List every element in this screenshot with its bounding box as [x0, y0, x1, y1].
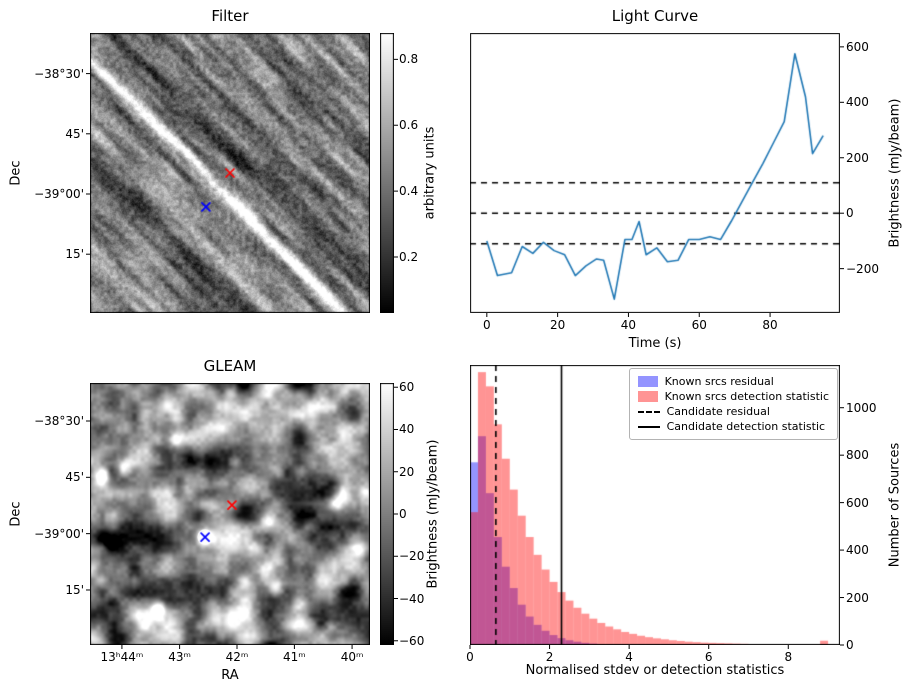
gleam-xlabel: RA [221, 668, 239, 683]
gleam-ytick-label: −38°30' [34, 413, 84, 428]
light-curve-xlabel: Time (s) [628, 336, 682, 351]
histogram-xtick-label: 0 [466, 650, 474, 664]
light-curve-ytick-label: 200 [846, 150, 869, 165]
light-curve-ylabel: Brightness (mJy/beam) [887, 98, 903, 248]
gleam-colorbar-tick-label: −40 [399, 591, 425, 606]
legend-label-known-residual: Known srcs residual [664, 375, 774, 388]
light-curve-ytick-label: 600 [846, 39, 869, 54]
gleam-colorbar-tick-label: 0 [399, 507, 407, 521]
light-curve-plot [470, 33, 840, 313]
histogram-ytick-label: 800 [846, 448, 869, 463]
legend-label-candidate-residual: Candidate residual [666, 405, 770, 418]
filter-ylabel: Dec [8, 160, 24, 186]
gleam-image [90, 383, 370, 645]
legend-item-candidate-residual: Candidate residual [637, 405, 829, 418]
gleam-colorbar-tick-label: 20 [399, 464, 415, 479]
gleam-xtick-label: 43ᵐ [168, 650, 191, 664]
filter-colorbar-tick-label: 0.8 [399, 52, 419, 67]
legend-item-candidate-detection: Candidate detection statistic [637, 420, 829, 433]
histogram-xtick-label: 2 [545, 650, 554, 664]
filter-ytick-label: −38°30' [34, 66, 84, 81]
legend-label-known-detection: Known srcs detection statistic [664, 390, 829, 403]
legend-item-known-detection: Known srcs detection statistic [637, 390, 829, 403]
gleam-colorbar-tick-label: 40 [399, 422, 415, 437]
solid-line-swatch [637, 425, 660, 428]
histogram-ytick-label: 200 [846, 590, 869, 605]
gleam-xtick-label: 41ᵐ [283, 650, 306, 664]
light-curve-xtick-label: 80 [762, 318, 778, 332]
light-curve-ytick-label: 0 [846, 206, 854, 221]
gleam-colorbar-tick-label: 60 [399, 380, 415, 395]
histogram-ytick-label: 0 [846, 638, 854, 652]
histogram-ylabel: Number of Sources [887, 442, 903, 568]
histogram-ytick-label: 600 [846, 495, 869, 510]
histogram-xlabel: Normalised stdev or detection statistics [525, 663, 785, 678]
gleam-ytick-label: 15' [65, 582, 84, 597]
gleam-colorbar-tick-label: −20 [399, 549, 425, 564]
gleam-xtick-label: 13ʰ44ᵐ [100, 650, 144, 664]
gleam-ylabel: Dec [8, 501, 24, 527]
gleam-colorbar-tick-label: −60 [399, 633, 425, 648]
histogram-xtick-label: 8 [784, 650, 793, 664]
light-curve-xtick-label: 60 [691, 318, 707, 332]
filter-colorbar [380, 33, 394, 313]
light-curve-title: Light Curve [611, 7, 699, 25]
gleam-title: GLEAM [203, 357, 257, 375]
light-curve-ytick-label: −200 [846, 261, 879, 276]
pink-patch-swatch [637, 391, 658, 402]
histogram-xtick-label: 4 [625, 650, 633, 664]
gleam-ytick-label: −39°00' [34, 526, 84, 541]
light-curve-ytick-label: 400 [846, 95, 869, 110]
filter-title: Filter [211, 7, 249, 25]
histogram-ytick-label: 400 [846, 543, 869, 558]
gleam-xtick-label: 42ᵐ [225, 650, 249, 664]
filter-image [90, 33, 370, 313]
histogram-ytick-label: 1000 [846, 400, 877, 415]
legend-item-known-residual: Known srcs residual [637, 375, 829, 388]
filter-colorbar-tick-label: 0.6 [399, 118, 419, 133]
filter-ytick-label: −39°00' [34, 187, 84, 201]
blue-patch-swatch [637, 376, 658, 387]
gleam-colorbar-label: Brightness (mJy/beam) [425, 439, 441, 589]
legend-label-candidate-detection: Candidate detection statistic [666, 420, 826, 433]
light-curve-xtick-label: 20 [549, 318, 566, 332]
histogram-legend: Known srcs residual Known srcs detection… [628, 368, 838, 440]
gleam-ytick-label: 45' [65, 470, 84, 485]
gleam-xtick-label: 40ᵐ [340, 650, 364, 664]
filter-colorbar-tick-label: 0.4 [399, 184, 419, 199]
filter-colorbar-tick-label: 0.2 [399, 250, 419, 264]
filter-colorbar-label: arbitrary units [422, 126, 438, 220]
histogram-xtick-label: 6 [704, 650, 713, 664]
light-curve-xtick-label: 0 [482, 318, 491, 332]
light-curve-xtick-label: 40 [620, 318, 637, 332]
gleam-colorbar [380, 383, 394, 645]
filter-ytick-label: 15' [65, 247, 84, 262]
dashed-line-swatch [637, 410, 660, 413]
filter-ytick-label: 45' [65, 126, 84, 141]
